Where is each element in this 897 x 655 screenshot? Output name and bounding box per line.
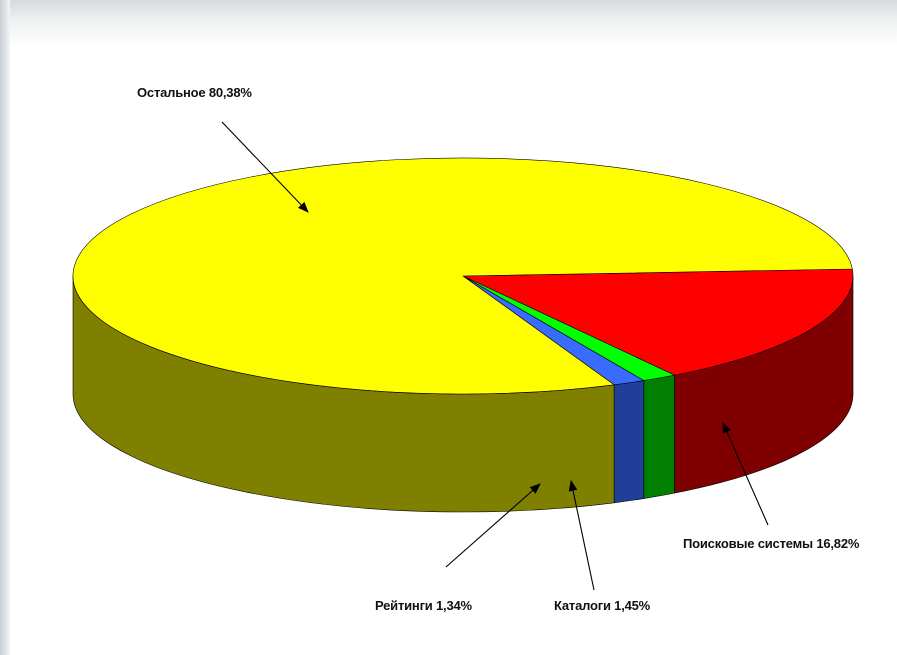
label-other: Остальное 80,38% xyxy=(137,85,252,100)
label-ratings: Рейтинги 1,34% xyxy=(375,598,472,613)
slice-side-catalogs xyxy=(644,375,675,498)
slice-side-ratings xyxy=(614,381,644,503)
label-search-systems: Поисковые системы 16,82% xyxy=(683,536,860,551)
label-catalogs: Каталоги 1,45% xyxy=(554,598,651,613)
